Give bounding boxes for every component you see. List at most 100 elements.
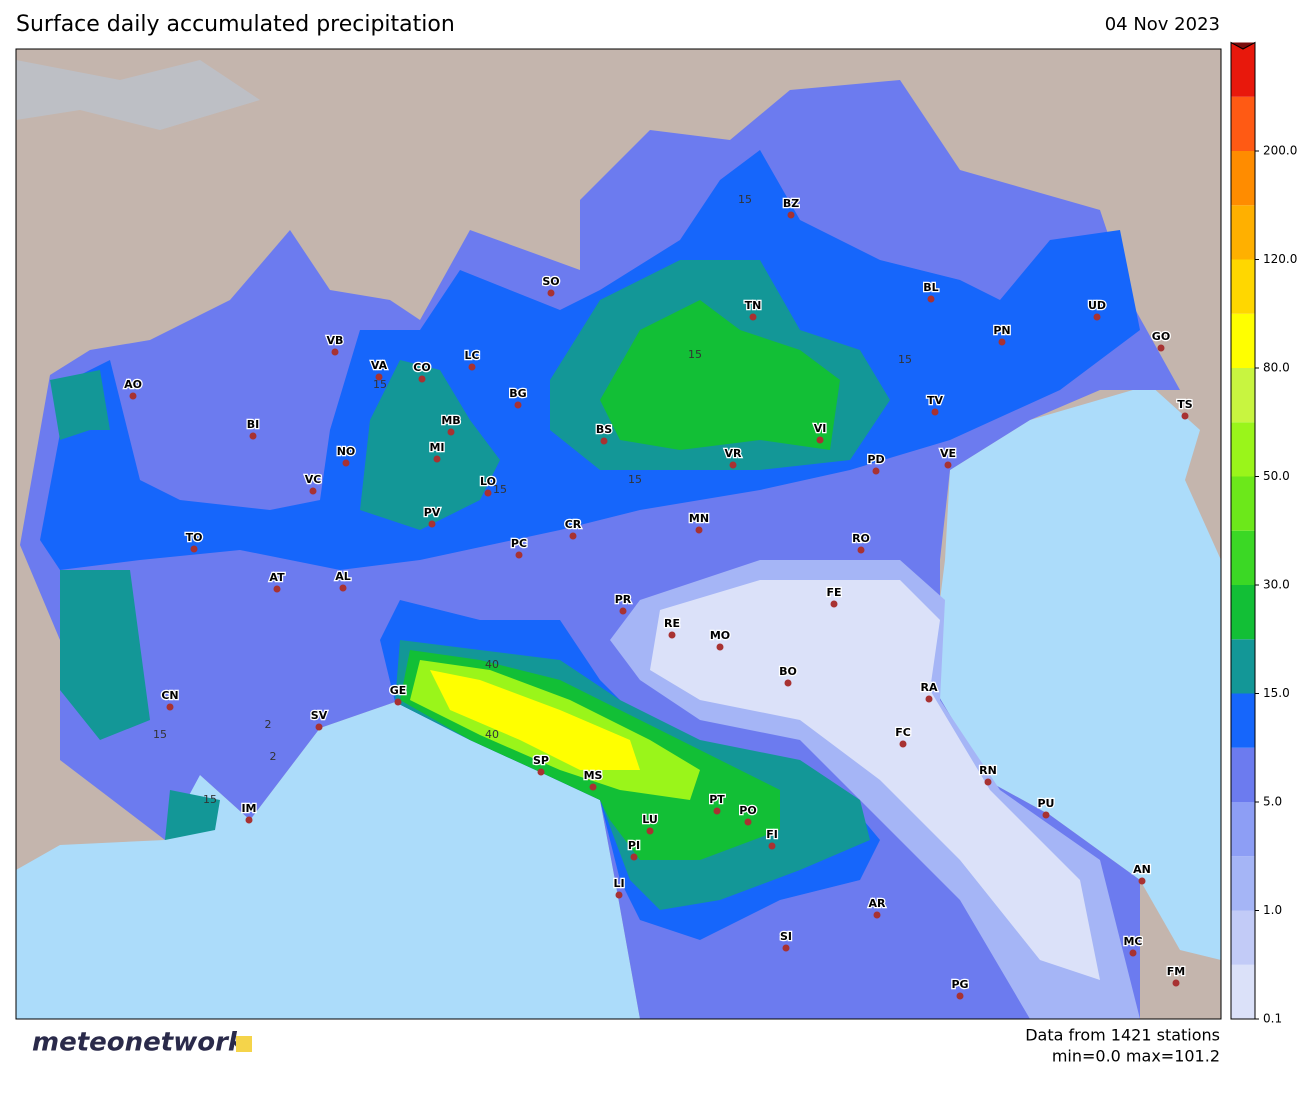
- city-dot: [668, 631, 676, 639]
- city-dot: [1093, 313, 1101, 321]
- city-label: FI: [766, 828, 778, 841]
- city-dot: [619, 607, 627, 615]
- city-label: BG: [509, 387, 526, 400]
- city-dot: [998, 338, 1006, 346]
- city-label: MC: [1123, 935, 1142, 948]
- contour-label: 40: [485, 728, 499, 741]
- colorbar-bin: [1231, 313, 1255, 368]
- map: [16, 49, 1221, 1019]
- colorbar-label: 120.0: [1263, 252, 1297, 266]
- city-label: PC: [511, 537, 527, 550]
- city-label: PV: [424, 506, 441, 519]
- city-label: LI: [613, 877, 624, 890]
- city-dot: [925, 695, 933, 703]
- colorbar-bin: [1231, 856, 1255, 911]
- colorbar-bin: [1231, 910, 1255, 965]
- city-dot: [428, 520, 436, 528]
- city-label: CN: [161, 689, 178, 702]
- colorbar-bin: [1231, 964, 1255, 1019]
- precip-15-lombardy: [360, 360, 500, 530]
- contour-label: 15: [153, 728, 167, 741]
- colorbar-label: 15.0: [1263, 686, 1290, 700]
- city-label: NO: [337, 445, 356, 458]
- city-dot: [984, 778, 992, 786]
- city-label: SI: [780, 930, 792, 943]
- logo-mark: [236, 1036, 252, 1052]
- city-dot: [600, 437, 608, 445]
- city-label: SV: [311, 709, 328, 722]
- colorbar-bin: [1231, 747, 1255, 802]
- city-label: IM: [241, 802, 256, 815]
- city-label: RE: [664, 617, 680, 630]
- city-label: VC: [305, 473, 322, 486]
- city-label: BO: [779, 665, 797, 678]
- city-dot: [515, 551, 523, 559]
- city-label: MI: [429, 441, 444, 454]
- contour-label: 40: [485, 658, 499, 671]
- city-label: LO: [480, 475, 496, 488]
- city-dot: [1129, 949, 1137, 957]
- city-dot: [784, 679, 792, 687]
- city-dot: [931, 408, 939, 416]
- city-label: SO: [542, 275, 559, 288]
- city-label: VA: [371, 359, 388, 372]
- city-dot: [749, 313, 757, 321]
- city-label: GO: [1152, 330, 1170, 343]
- city-label: AO: [124, 378, 142, 391]
- city-label: PT: [709, 793, 725, 806]
- city-label: LC: [464, 349, 479, 362]
- city-label: BS: [596, 423, 612, 436]
- city-label: BZ: [783, 197, 799, 210]
- stations-note: Data from 1421 stations: [1025, 1026, 1220, 1045]
- city-dot: [630, 853, 638, 861]
- city-label: BI: [247, 418, 259, 431]
- colorbar-bin: [1231, 530, 1255, 585]
- city-dot: [514, 401, 522, 409]
- city-dot: [782, 944, 790, 952]
- precip-20-veneto: [600, 300, 840, 450]
- colorbar-label: 30.0: [1263, 578, 1290, 592]
- city-dot: [944, 461, 952, 469]
- city-dot: [484, 489, 492, 497]
- city-dot: [713, 807, 721, 815]
- city-dot: [744, 818, 752, 826]
- colorbar-bin: [1231, 368, 1255, 423]
- city-label: VR: [725, 447, 743, 460]
- city-dot: [166, 703, 174, 711]
- city-label: TN: [745, 299, 762, 312]
- city-dot: [716, 643, 724, 651]
- sea-east: [935, 385, 1221, 960]
- colorbar-label: 0.1: [1263, 1012, 1282, 1026]
- sea-west: [16, 702, 640, 1019]
- city-dot: [830, 600, 838, 608]
- city-label: PD: [867, 453, 884, 466]
- city-dot: [872, 467, 880, 475]
- city-dot: [315, 723, 323, 731]
- colorbar-bin: [1231, 802, 1255, 857]
- city-dot: [537, 768, 545, 776]
- city-label: VE: [940, 447, 956, 460]
- city-label: PU: [1038, 797, 1055, 810]
- city-dot: [375, 373, 383, 381]
- city-label: PR: [615, 593, 632, 606]
- contour-label: 2: [270, 750, 277, 763]
- range-note: min=0.0 max=101.2: [1052, 1047, 1220, 1066]
- city-label: RO: [852, 532, 870, 545]
- city-label: LU: [642, 813, 658, 826]
- city-dot: [245, 816, 253, 824]
- city-label: PG: [951, 978, 968, 991]
- logo: meteonetwork: [32, 1028, 247, 1058]
- city-dot: [309, 487, 317, 495]
- city-label: UD: [1088, 299, 1106, 312]
- city-dot: [342, 459, 350, 467]
- city-dot: [857, 546, 865, 554]
- colorbar-bin: [1231, 476, 1255, 531]
- city-label: GE: [390, 684, 407, 697]
- colorbar-bin: [1231, 585, 1255, 640]
- city-label: CR: [565, 518, 582, 531]
- city-label: SP: [533, 754, 549, 767]
- city-dot: [787, 211, 795, 219]
- city-label: FC: [895, 726, 911, 739]
- contour-label: 15: [898, 353, 912, 366]
- contour-label: 15: [738, 193, 752, 206]
